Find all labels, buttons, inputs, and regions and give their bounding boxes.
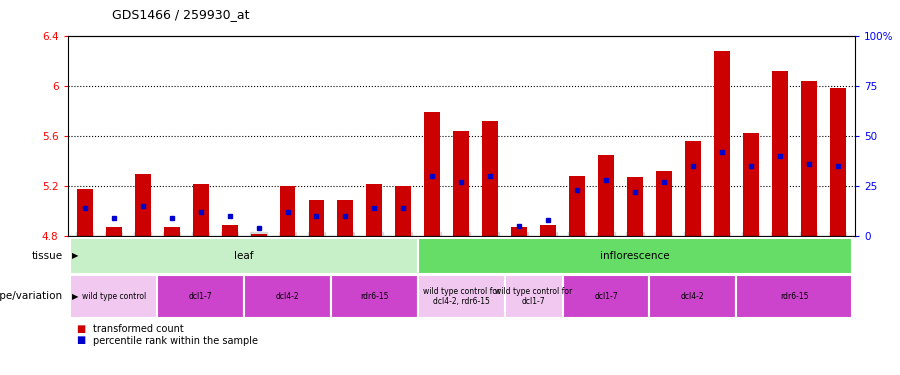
Bar xyxy=(482,121,499,236)
Text: rdr6-15: rdr6-15 xyxy=(360,292,389,301)
Text: dcl1-7: dcl1-7 xyxy=(594,292,617,301)
Text: percentile rank within the sample: percentile rank within the sample xyxy=(93,336,257,345)
Bar xyxy=(193,184,209,236)
Bar xyxy=(424,112,440,236)
Bar xyxy=(627,177,643,236)
Bar xyxy=(540,225,556,236)
Bar xyxy=(656,171,672,236)
Bar xyxy=(511,228,527,236)
Bar xyxy=(714,51,730,236)
Text: rdr6-15: rdr6-15 xyxy=(780,292,808,301)
Text: ■: ■ xyxy=(76,324,86,334)
Text: wild type control for
dcl4-2, rdr6-15: wild type control for dcl4-2, rdr6-15 xyxy=(423,287,500,306)
Bar xyxy=(366,184,382,236)
Text: GDS1466 / 259930_at: GDS1466 / 259930_at xyxy=(112,8,250,21)
Text: dcl1-7: dcl1-7 xyxy=(189,292,212,301)
Text: ▶: ▶ xyxy=(72,251,78,260)
Text: dcl4-2: dcl4-2 xyxy=(681,292,705,301)
Bar xyxy=(106,228,122,236)
Bar xyxy=(280,186,295,236)
Bar xyxy=(685,141,701,236)
Bar xyxy=(221,225,238,236)
Bar xyxy=(164,228,180,236)
Bar xyxy=(598,155,614,236)
Bar xyxy=(569,176,585,236)
Bar xyxy=(742,134,759,236)
Bar xyxy=(135,174,150,236)
Text: ▶: ▶ xyxy=(72,292,78,301)
Text: inflorescence: inflorescence xyxy=(600,251,670,261)
Text: tissue: tissue xyxy=(32,251,63,261)
Bar xyxy=(454,131,469,236)
Bar xyxy=(250,234,266,236)
Bar xyxy=(76,189,93,236)
Text: dcl4-2: dcl4-2 xyxy=(275,292,300,301)
Text: ■: ■ xyxy=(76,336,86,345)
Text: wild type control for
dcl1-7: wild type control for dcl1-7 xyxy=(495,287,572,306)
Bar xyxy=(801,81,816,236)
Text: genotype/variation: genotype/variation xyxy=(0,291,63,302)
Bar xyxy=(338,200,354,236)
Bar xyxy=(830,88,846,236)
Bar xyxy=(309,200,325,236)
Text: wild type control: wild type control xyxy=(82,292,146,301)
Text: transformed count: transformed count xyxy=(93,324,184,334)
Bar xyxy=(395,186,411,236)
Text: leaf: leaf xyxy=(234,251,254,261)
Bar xyxy=(772,71,788,236)
